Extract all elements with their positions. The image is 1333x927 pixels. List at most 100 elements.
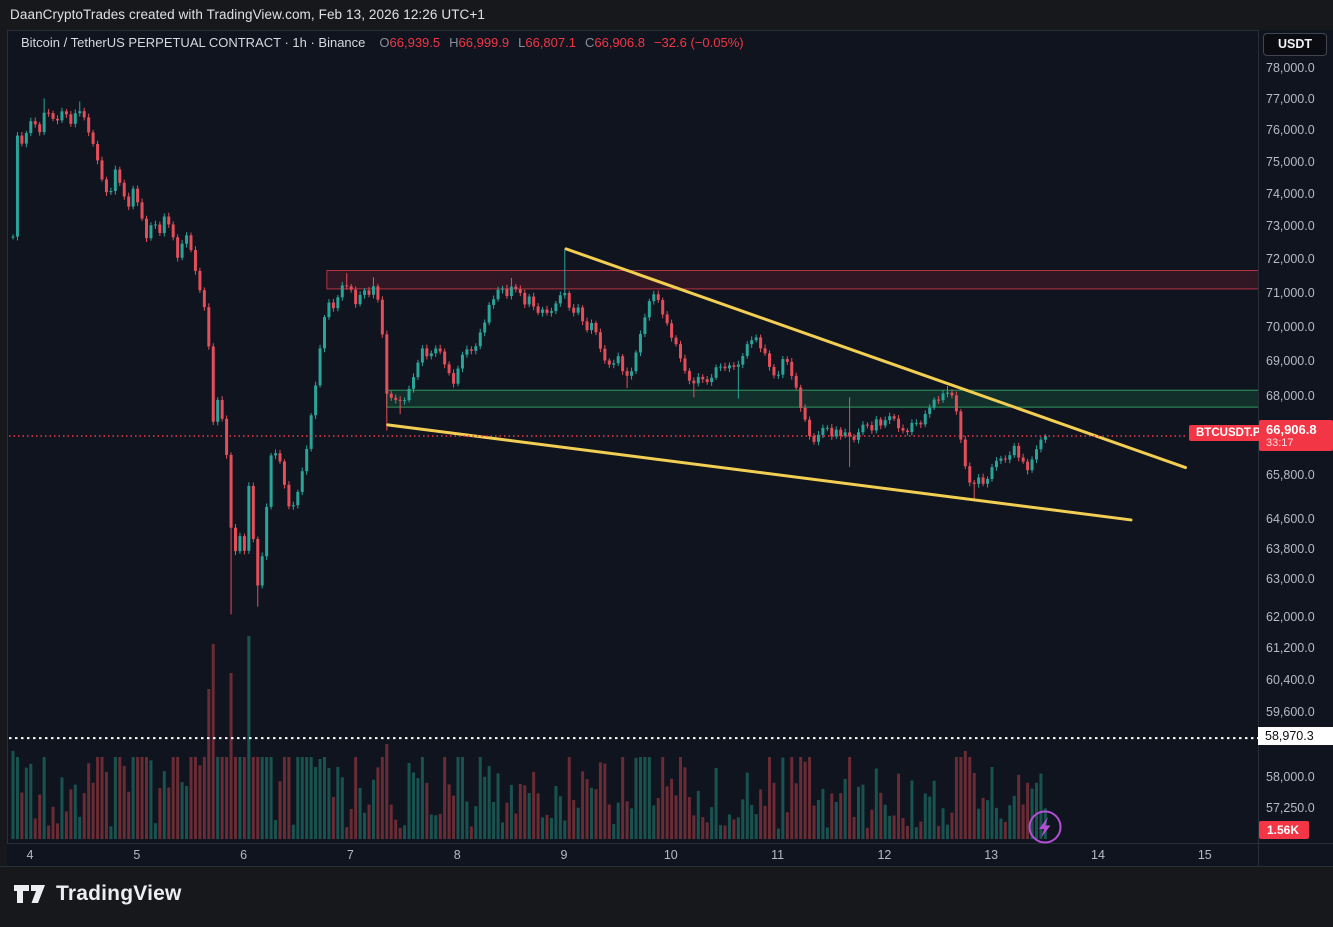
candle-body [363, 290, 367, 295]
candle-body [861, 424, 865, 433]
candle-body [300, 471, 304, 492]
currency-toggle-button[interactable]: USDT [1263, 33, 1327, 56]
volume-bar [251, 757, 255, 839]
volume-bar [91, 782, 95, 839]
volume-bar [60, 777, 64, 839]
symbol-title[interactable]: Bitcoin / TetherUS PERPETUAL CONTRACT · … [21, 35, 366, 50]
candle-body [274, 453, 278, 456]
volume-bar [87, 763, 91, 839]
volume-bar [220, 757, 224, 839]
volume-bar [403, 825, 407, 839]
candle-body [923, 413, 927, 425]
candle-body [972, 482, 976, 484]
candle-body [950, 392, 954, 396]
volume-bar [812, 805, 816, 839]
candle-body [816, 434, 820, 442]
chart-panel[interactable] [7, 30, 1333, 866]
volume-bar [1003, 821, 1007, 839]
volume-bar [474, 806, 478, 839]
tradingview-mark-icon [14, 885, 45, 903]
alert-level-badge: 58,970.3 [1258, 727, 1333, 746]
candle-body [572, 307, 576, 313]
time-tick-label: 5 [133, 848, 141, 862]
upper-wedge-line[interactable] [564, 247, 1188, 470]
volume-bar [816, 799, 820, 839]
candle-body [946, 392, 949, 394]
time-tick-label: 7 [346, 848, 354, 862]
volume-bar [799, 757, 803, 839]
volume-bar [434, 815, 438, 839]
candle-body [429, 353, 433, 357]
candle-body [403, 400, 407, 402]
volume-bar [634, 757, 638, 839]
price-tick-label: 64,600.0 [1266, 511, 1315, 526]
volume-bar [122, 765, 126, 839]
symbol-header[interactable]: Bitcoin / TetherUS PERPETUAL CONTRACT · … [21, 35, 744, 50]
candle-body [82, 111, 86, 118]
lower-wedge-line[interactable] [386, 423, 1133, 522]
volume-bar [923, 793, 927, 839]
volume-bar [149, 760, 153, 839]
candle-body [549, 311, 553, 313]
candle-body [1008, 455, 1012, 460]
candle-body [772, 366, 776, 376]
candle-body [278, 453, 282, 462]
time-tick-label: 4 [26, 848, 34, 862]
volume-bar [380, 757, 384, 839]
volume-bar [861, 784, 865, 839]
volume-bar [670, 778, 674, 839]
time-axis-separator [7, 843, 1333, 844]
volume-bar [158, 788, 162, 839]
candle-body [999, 458, 1003, 461]
volume-bar [558, 796, 562, 839]
price-tick-label: 58,000.0 [1266, 769, 1315, 784]
volume-bar [986, 800, 990, 839]
volume-bar [972, 773, 976, 839]
candle-body [990, 467, 994, 479]
volume-bar [38, 794, 42, 839]
price-chart[interactable] [8, 31, 1333, 867]
watermark-text: DaanCryptoTrades created with TradingVie… [10, 7, 485, 22]
volume-bar [750, 804, 754, 839]
volume-bar [56, 823, 59, 839]
volume-bar [963, 751, 967, 839]
volume-bar [336, 766, 340, 839]
candle-body [674, 337, 678, 345]
volume-bar [282, 757, 286, 839]
candle-body [679, 344, 682, 359]
candle-body [265, 506, 269, 557]
time-axis[interactable]: 4 5 6 7 8 9 10 11 12 13 14 15 [7, 844, 1333, 866]
volume-bar [581, 771, 585, 839]
candle-body [683, 358, 687, 371]
candle-body [327, 302, 331, 318]
volume-bar [705, 822, 709, 839]
volume-bar [776, 828, 780, 839]
candle-body [963, 439, 967, 467]
candle-body [905, 430, 909, 433]
boost-button[interactable] [1025, 807, 1065, 847]
candle-body [109, 191, 113, 193]
resistance-zone[interactable] [326, 269, 1259, 290]
volume-bar [723, 825, 727, 839]
support-zone[interactable] [386, 389, 1259, 408]
volume-bar [772, 782, 776, 839]
footer-bar: TradingView [0, 867, 1333, 927]
volume-bar [358, 787, 362, 839]
candle-body [527, 296, 531, 305]
candle-body [808, 419, 812, 436]
tradingview-logo[interactable]: TradingView [14, 882, 182, 906]
volume-bar [73, 784, 77, 839]
candle-body [305, 448, 309, 472]
volume-bar [763, 805, 767, 839]
volume-bar [977, 808, 981, 839]
candle-body [162, 216, 166, 233]
candle-body [282, 461, 286, 485]
close-value: 66,906.8 [594, 35, 645, 50]
candle-body [425, 348, 429, 357]
candle-body [483, 322, 487, 333]
volume-bar [11, 751, 15, 839]
volume-bar [420, 757, 424, 839]
candle-body [11, 236, 15, 238]
candle-body [291, 505, 295, 507]
